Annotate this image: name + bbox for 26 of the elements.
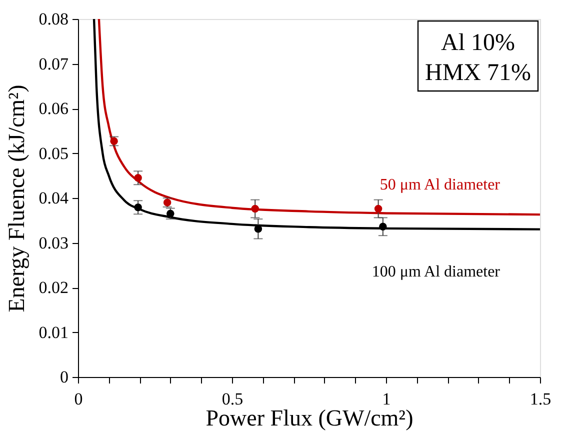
y-tick-label: 0.05	[38, 144, 68, 163]
point	[134, 204, 142, 212]
annotation: HMX 71%	[425, 60, 532, 86]
x-tick-label: 1	[382, 390, 391, 408]
x-tick-label: 0.5	[222, 390, 244, 408]
point	[254, 225, 262, 233]
point	[134, 174, 142, 182]
y-tick-label: 0.02	[38, 278, 68, 297]
series-label: 50 μm Al diameter	[380, 176, 501, 194]
x-tick-label: 0	[74, 390, 83, 408]
y-tick-label: 0.08	[38, 10, 68, 28]
y-tick-label: 0.03	[38, 233, 68, 252]
y-tick-label: 0.01	[38, 322, 68, 342]
y-tick-label: 0.07	[38, 54, 69, 74]
annotation: Al 10%	[441, 30, 515, 56]
y-tick-label: 0.04	[38, 188, 69, 208]
point	[166, 210, 174, 218]
x-axis-title: Power Flux (GW/cm²)	[206, 406, 414, 430]
x-tick-label: 1.5	[530, 390, 552, 408]
point	[379, 222, 387, 231]
y-tick-label: 0	[60, 368, 68, 386]
point	[251, 204, 259, 213]
point	[374, 204, 382, 213]
text: 100 μm Al diameter	[372, 263, 501, 280]
y-tick-label: 0.06	[38, 99, 68, 118]
y-axis-title: Energy Fluence (kJ/cm²)	[4, 84, 29, 312]
